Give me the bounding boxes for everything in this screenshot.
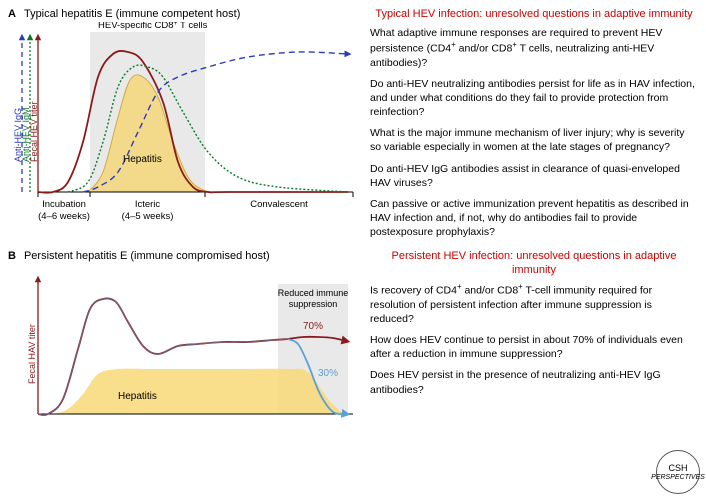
chart-a-col: A Typical hepatitis E (immune competent h… xyxy=(8,8,358,246)
question-item: Is recovery of CD4+ and/or CD8+ T-cell i… xyxy=(370,282,698,326)
question-item: Do anti-HEV IgG antibodies assist in cle… xyxy=(370,162,698,190)
panel-b-letter: B xyxy=(8,250,16,262)
svg-text:(4–6 weeks): (4–6 weeks) xyxy=(38,211,90,222)
csh-logo: CSH PERSPECTIVES xyxy=(656,450,700,494)
svg-text:Fecal HAV titer: Fecal HAV titer xyxy=(27,325,37,385)
svg-text:suppression: suppression xyxy=(289,299,338,309)
question-item: What adaptive immune responses are requi… xyxy=(370,26,698,70)
question-item: What is the major immune mechanism of li… xyxy=(370,126,698,154)
svg-text:Anti-HEV IgG: Anti-HEV IgG xyxy=(13,108,23,162)
chart-a-svg: HepatitisHEV-specific CD8+ T cellsFecal … xyxy=(8,22,358,232)
questions-b-header: Persistent HEV infection: unresolved que… xyxy=(370,250,698,278)
svg-text:Incubation: Incubation xyxy=(42,199,86,210)
panel-b-title: Persistent hepatitis E (immune compromis… xyxy=(24,250,270,262)
panel-a: A Typical hepatitis E (immune competent h… xyxy=(8,8,698,246)
panel-b-header: B Persistent hepatitis E (immune compromi… xyxy=(8,250,358,262)
svg-text:Convalescent: Convalescent xyxy=(250,199,308,210)
svg-text:Hepatitis: Hepatitis xyxy=(118,391,157,402)
question-item: Does HEV persist in the presence of neut… xyxy=(370,368,698,396)
panel-a-title: Typical hepatitis E (immune competent ho… xyxy=(24,8,240,20)
questions-a-header: Typical HEV infection: unresolved questi… xyxy=(370,8,698,22)
panel-b: B Persistent hepatitis E (immune compromi… xyxy=(8,250,698,439)
svg-text:HEV-specific CD8+ T cells: HEV-specific CD8+ T cells xyxy=(98,22,208,31)
svg-text:(4–5 weeks): (4–5 weeks) xyxy=(122,211,174,222)
panel-a-header: A Typical hepatitis E (immune competent h… xyxy=(8,8,358,20)
questions-b-list: Is recovery of CD4+ and/or CD8+ T-cell i… xyxy=(370,282,698,397)
chart-b-svg: Hepatitis 70% 30% Reduced immunesuppression… xyxy=(8,264,358,434)
svg-text:Hepatitis: Hepatitis xyxy=(123,154,162,165)
text-a-col: Typical HEV infection: unresolved questi… xyxy=(370,8,698,246)
svg-text:Reduced immune: Reduced immune xyxy=(278,288,349,298)
logo-bottom: PERSPECTIVES xyxy=(651,474,705,481)
question-item: Do anti-HEV neutralizing antibodies pers… xyxy=(370,77,698,120)
logo-top: CSH xyxy=(668,464,687,473)
svg-text:Icteric: Icteric xyxy=(135,199,161,210)
svg-text:30%: 30% xyxy=(318,368,338,379)
text-b-col: Persistent HEV infection: unresolved que… xyxy=(370,250,698,439)
question-item: How does HEV continue to persist in abou… xyxy=(370,333,698,361)
panel-a-letter: A xyxy=(8,8,16,20)
questions-a-list: What adaptive immune responses are requi… xyxy=(370,26,698,240)
svg-text:70%: 70% xyxy=(303,321,323,332)
chart-b-col: B Persistent hepatitis E (immune compromi… xyxy=(8,250,358,439)
question-item: Can passive or active immunization preve… xyxy=(370,197,698,240)
